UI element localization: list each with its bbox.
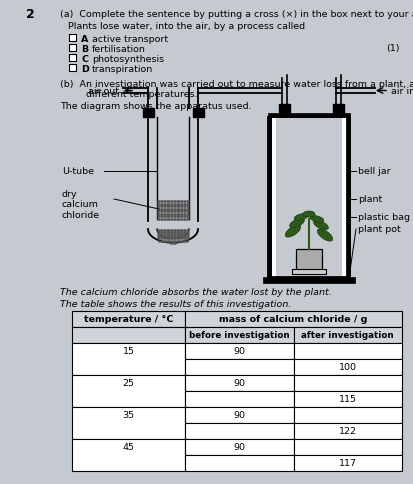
- Text: 117: 117: [339, 458, 357, 468]
- Text: fertilisation: fertilisation: [92, 45, 146, 54]
- Text: D: D: [81, 65, 89, 74]
- Text: 90: 90: [233, 442, 245, 452]
- Text: active transport: active transport: [92, 35, 168, 44]
- Bar: [72, 439, 185, 471]
- Bar: [294, 375, 402, 391]
- Text: 15: 15: [123, 347, 135, 356]
- Text: mass of calcium chloride / g: mass of calcium chloride / g: [219, 315, 368, 324]
- Bar: [72, 327, 185, 343]
- Text: (a)  Complete the sentence by putting a cross (×) in the box next to your answer: (a) Complete the sentence by putting a c…: [60, 10, 413, 19]
- Bar: [342, 118, 346, 277]
- Bar: [294, 439, 402, 455]
- Text: (b)  An investigation was carried out to measure water loss from a plant, at fou: (b) An investigation was carried out to …: [60, 80, 413, 89]
- Bar: [294, 455, 402, 471]
- Ellipse shape: [303, 212, 315, 217]
- Bar: [263, 277, 355, 284]
- Bar: [294, 327, 402, 343]
- Bar: [185, 375, 294, 391]
- Text: C: C: [81, 55, 88, 64]
- Bar: [185, 423, 294, 439]
- Bar: [279, 105, 290, 114]
- Ellipse shape: [285, 226, 301, 238]
- Text: The calcium chloride absorbs the water lost by the plant.: The calcium chloride absorbs the water l…: [60, 287, 332, 296]
- Text: 115: 115: [339, 394, 357, 404]
- Bar: [69, 35, 76, 42]
- Ellipse shape: [310, 216, 324, 223]
- Ellipse shape: [317, 229, 333, 242]
- Bar: [69, 45, 76, 52]
- Bar: [268, 118, 272, 277]
- Text: plastic bag: plastic bag: [358, 213, 410, 222]
- Bar: [185, 311, 402, 327]
- Bar: [193, 109, 204, 118]
- Bar: [294, 391, 402, 407]
- Bar: [294, 407, 402, 423]
- Bar: [185, 407, 294, 423]
- Bar: [185, 327, 294, 343]
- Bar: [294, 359, 402, 375]
- Bar: [69, 65, 76, 72]
- Bar: [294, 423, 402, 439]
- Bar: [333, 105, 344, 114]
- Text: plant pot: plant pot: [358, 225, 401, 234]
- Bar: [185, 391, 294, 407]
- Bar: [185, 343, 294, 359]
- Ellipse shape: [290, 219, 304, 228]
- Text: U-tube: U-tube: [62, 167, 94, 176]
- Text: (1): (1): [387, 44, 400, 53]
- Bar: [185, 359, 294, 375]
- Bar: [69, 55, 76, 62]
- Text: 90: 90: [233, 378, 245, 388]
- Text: dry
calcium
chloride: dry calcium chloride: [62, 190, 100, 219]
- Text: 35: 35: [122, 410, 135, 420]
- Text: A: A: [81, 35, 88, 44]
- Bar: [272, 118, 276, 277]
- Ellipse shape: [294, 214, 308, 221]
- Text: air out: air out: [88, 87, 119, 96]
- Text: 45: 45: [123, 442, 135, 452]
- Bar: [185, 439, 294, 455]
- Bar: [296, 249, 322, 272]
- Text: B: B: [81, 45, 88, 54]
- Text: bell jar: bell jar: [358, 167, 391, 176]
- Bar: [72, 407, 185, 439]
- Text: The table shows the results of this investigation.: The table shows the results of this inve…: [60, 300, 292, 308]
- Ellipse shape: [313, 221, 328, 230]
- Text: 122: 122: [339, 426, 357, 436]
- Text: 100: 100: [339, 363, 357, 372]
- Text: 25: 25: [123, 378, 135, 388]
- Text: different temperatures.: different temperatures.: [68, 90, 198, 99]
- Bar: [268, 118, 350, 277]
- Text: 90: 90: [233, 347, 245, 356]
- Text: 90: 90: [233, 410, 245, 420]
- Bar: [268, 114, 350, 118]
- Bar: [143, 109, 154, 118]
- Text: photosynthesis: photosynthesis: [92, 55, 164, 64]
- Bar: [346, 118, 350, 277]
- Bar: [72, 311, 185, 327]
- Text: transpiration: transpiration: [92, 65, 153, 74]
- Text: 2: 2: [26, 8, 34, 21]
- Bar: [72, 375, 185, 407]
- Text: after investigation: after investigation: [301, 331, 394, 340]
- Text: air in: air in: [391, 87, 413, 96]
- Bar: [294, 343, 402, 359]
- Bar: [292, 270, 326, 274]
- Text: plant: plant: [358, 195, 382, 204]
- Bar: [185, 455, 294, 471]
- Text: Plants lose water, into the air, by a process called: Plants lose water, into the air, by a pr…: [68, 22, 305, 31]
- Text: before investigation: before investigation: [189, 331, 290, 340]
- Text: The diagram shows the apparatus used.: The diagram shows the apparatus used.: [60, 102, 252, 111]
- Text: temperature / °C: temperature / °C: [84, 315, 173, 324]
- Bar: [72, 343, 185, 375]
